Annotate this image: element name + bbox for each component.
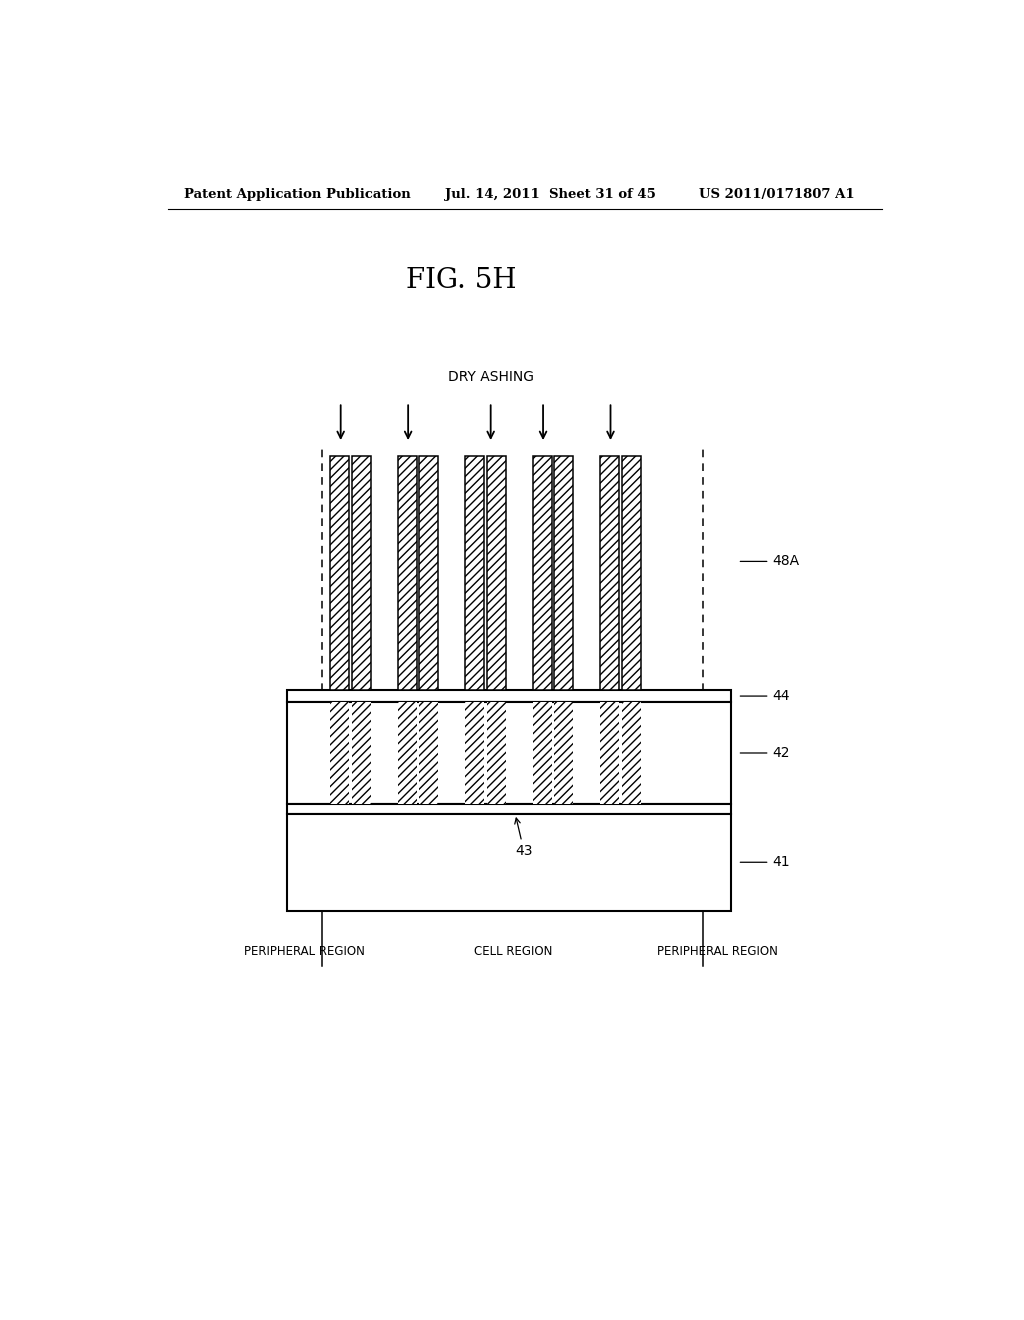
- Text: 48A: 48A: [740, 554, 800, 569]
- Text: 43: 43: [515, 818, 532, 858]
- Bar: [486, 457, 506, 690]
- Bar: [331, 457, 349, 690]
- Bar: [465, 702, 484, 804]
- Bar: [600, 457, 620, 690]
- Text: 41: 41: [740, 855, 791, 870]
- Bar: [622, 702, 641, 804]
- Bar: [352, 457, 371, 690]
- Bar: [352, 702, 371, 804]
- Bar: [532, 702, 552, 804]
- Text: US 2011/0171807 A1: US 2011/0171807 A1: [699, 189, 855, 202]
- Bar: [554, 457, 573, 690]
- Bar: [419, 702, 438, 804]
- Text: 42: 42: [740, 746, 790, 760]
- Text: CELL REGION: CELL REGION: [474, 945, 552, 958]
- Bar: [554, 702, 573, 804]
- Bar: [486, 702, 506, 804]
- Text: PERIPHERAL REGION: PERIPHERAL REGION: [244, 945, 365, 958]
- Text: PERIPHERAL REGION: PERIPHERAL REGION: [656, 945, 777, 958]
- Bar: [532, 457, 552, 690]
- Bar: [419, 457, 438, 690]
- Bar: [600, 702, 620, 804]
- Text: FIG. 5H: FIG. 5H: [407, 267, 516, 294]
- Bar: [622, 457, 641, 690]
- Text: Jul. 14, 2011  Sheet 31 of 45: Jul. 14, 2011 Sheet 31 of 45: [445, 189, 656, 202]
- Text: Patent Application Publication: Patent Application Publication: [183, 189, 411, 202]
- Bar: [287, 814, 731, 911]
- Bar: [287, 690, 731, 702]
- Bar: [287, 702, 731, 804]
- Bar: [465, 457, 484, 690]
- Bar: [397, 702, 417, 804]
- Text: DRY ASHING: DRY ASHING: [447, 370, 534, 384]
- Bar: [287, 804, 731, 814]
- Bar: [331, 702, 349, 804]
- Bar: [397, 457, 417, 690]
- Text: 44: 44: [740, 689, 790, 704]
